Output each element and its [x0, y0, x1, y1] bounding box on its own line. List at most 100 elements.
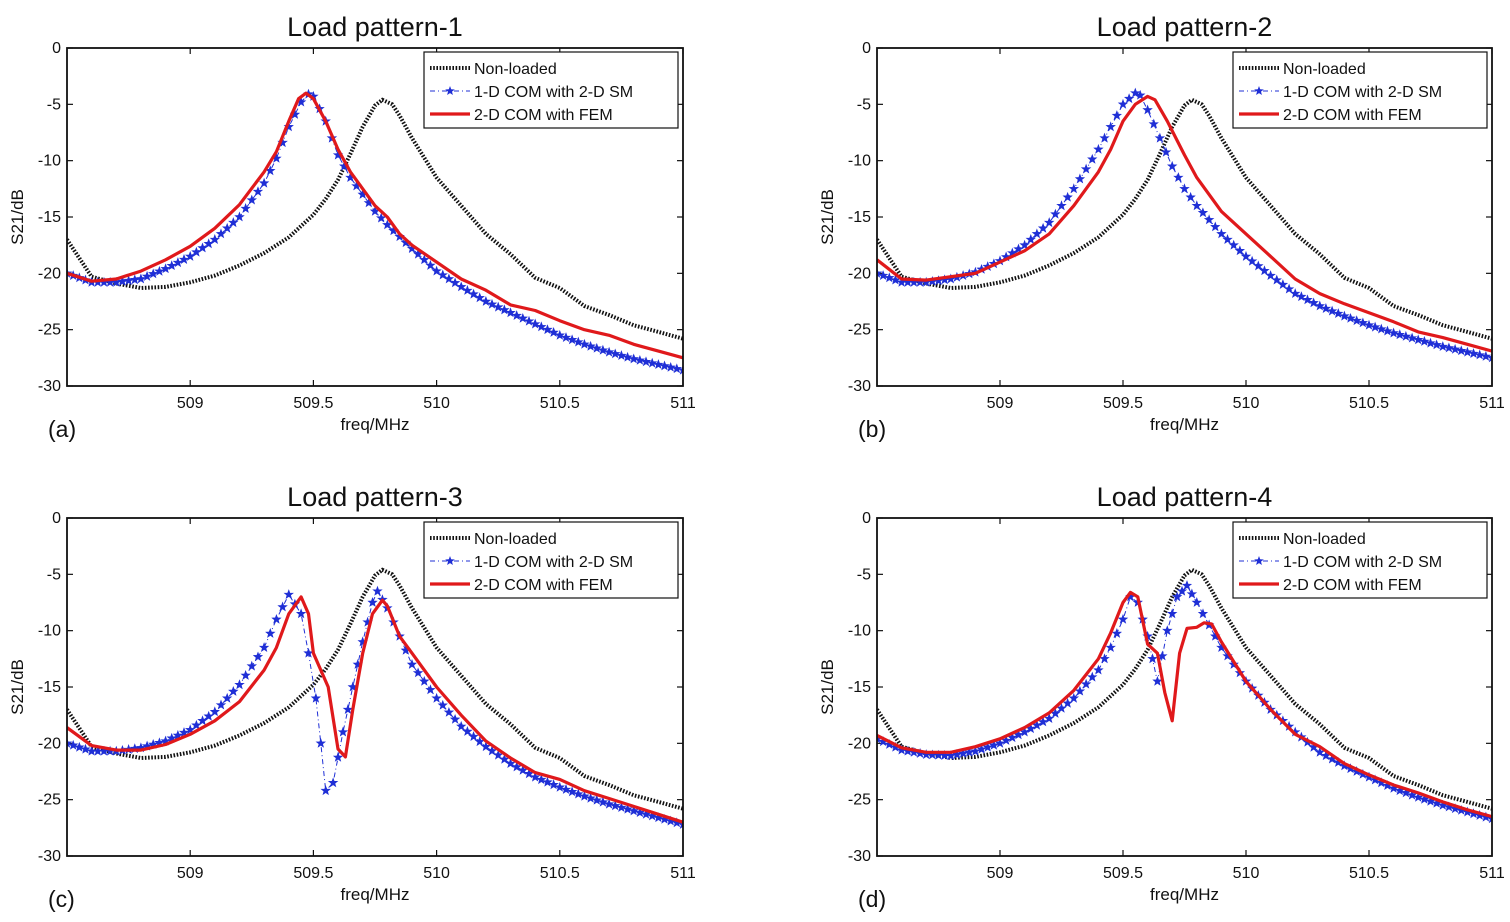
series-point-1d-com-sm — [677, 819, 683, 829]
series-point-1d-com-sm — [1412, 791, 1424, 802]
series-point-1d-com-sm — [628, 805, 639, 816]
series-point-1d-com-sm — [1388, 327, 1399, 338]
legend: Non-loaded 1-D COM with 2-D SM 2-D COM wit… — [1232, 51, 1488, 129]
series-point-1d-com-sm — [419, 675, 430, 686]
x-axis-label: freq/MHz — [341, 415, 410, 434]
series-point-1d-com-sm — [1283, 283, 1295, 294]
series-point-1d-com-sm — [191, 719, 202, 730]
legend-star-marker — [1254, 556, 1264, 565]
legend-entry: Non-loaded — [1283, 531, 1366, 548]
series-point-1d-com-sm — [431, 265, 442, 276]
series-point-1d-com-sm — [970, 745, 981, 756]
series-point-1d-com-sm — [1351, 315, 1362, 326]
series-point-1d-com-sm — [511, 761, 522, 772]
series-point-1d-com-sm — [566, 786, 578, 797]
series-point-1d-com-sm — [1105, 121, 1116, 132]
x-tick-label: 511 — [1479, 395, 1505, 412]
series-line-1d-com-sm — [67, 93, 683, 371]
series-point-1d-com-sm — [1074, 685, 1086, 696]
series-point-1d-com-sm — [1037, 222, 1049, 233]
series-point-1d-com-sm — [141, 270, 153, 281]
series-point-1d-com-sm — [342, 704, 354, 714]
x-axis-label: freq/MHz — [341, 885, 410, 904]
chart-title: Load pattern-3 — [287, 482, 463, 512]
series-point-1d-com-sm — [1154, 132, 1166, 143]
panel-label: (c) — [48, 886, 75, 912]
series-point-1d-com-sm — [622, 803, 633, 814]
series-point-1d-com-sm — [367, 597, 378, 607]
series-point-1d-com-sm — [616, 802, 627, 813]
series-point-1d-com-sm — [1130, 87, 1141, 98]
series-point-1d-com-sm — [1050, 208, 1061, 219]
y-tick-label: -30 — [848, 848, 871, 865]
series-point-1d-com-sm — [1142, 104, 1153, 115]
axes-frame — [66, 517, 684, 857]
series-point-1d-com-sm — [240, 670, 251, 680]
series-point-1d-com-sm — [327, 777, 339, 788]
x-tick-label: 509 — [177, 395, 204, 412]
y-tick-label: -25 — [848, 792, 871, 809]
series-point-1d-com-sm — [295, 608, 307, 619]
series-point-1d-com-sm — [1074, 173, 1086, 184]
y-axis-label: S21/dB — [8, 189, 27, 245]
series-line-non-loaded — [877, 97, 1492, 341]
series-point-1d-com-sm — [166, 260, 177, 271]
series-point-1d-com-sm — [184, 724, 196, 735]
chart-panel-3: Load pattern-3 0 -5 -10 -15 -20 -25 -30 509 509.5… — [8, 482, 696, 912]
x-tick-label: 509.5 — [293, 865, 333, 882]
chart-title: Load pattern-4 — [1097, 482, 1273, 512]
series-point-1d-com-sm — [462, 726, 473, 736]
panel-label: (b) — [858, 416, 886, 442]
series-point-1d-com-sm — [1462, 346, 1473, 357]
y-tick-label: -5 — [47, 566, 61, 583]
series-point-1d-com-sm — [1056, 200, 1067, 211]
series-point-1d-com-sm — [1406, 789, 1418, 800]
series-point-1d-com-sm — [591, 794, 602, 805]
series-point-1d-com-sm — [529, 771, 541, 782]
series-line-1d-com-sm — [877, 92, 1492, 359]
series-point-1d-com-sm — [976, 743, 987, 754]
series-point-1d-com-sm — [1437, 341, 1449, 352]
series-point-1d-com-sm — [1394, 329, 1405, 340]
series-point-1d-com-sm — [419, 254, 430, 265]
y-axis-label: S21/dB — [818, 659, 837, 715]
series-point-1d-com-sm — [1456, 345, 1467, 356]
series-point-1d-com-sm — [1099, 132, 1110, 143]
series-point-1d-com-sm — [554, 781, 566, 792]
series-point-1d-com-sm — [443, 273, 455, 284]
series-point-1d-com-sm — [560, 784, 572, 794]
series-point-1d-com-sm — [994, 737, 1006, 748]
legend-entry: Non-loaded — [474, 531, 557, 548]
series-point-1d-com-sm — [372, 585, 383, 596]
legend-entry: 1-D COM with 2-D SM — [474, 554, 633, 571]
series-point-1d-com-sm — [1124, 93, 1135, 104]
series-point-1d-com-sm — [203, 238, 214, 249]
series-point-1d-com-sm — [1043, 217, 1055, 228]
series-point-1d-com-sm — [437, 699, 448, 710]
series-point-1d-com-sm — [1186, 588, 1198, 599]
series-point-1d-com-sm — [982, 741, 993, 752]
series-point-1d-com-sm — [523, 315, 535, 326]
series-point-1d-com-sm — [1468, 348, 1479, 359]
plot-area — [877, 567, 1492, 824]
series-point-1d-com-sm — [1031, 228, 1043, 239]
series-point-1d-com-sm — [1480, 350, 1492, 361]
series-point-1d-com-sm — [240, 203, 251, 213]
legend-entry: 2-D COM with FEM — [474, 107, 613, 124]
series-point-1d-com-sm — [456, 720, 467, 731]
series-point-1d-com-sm — [536, 321, 547, 332]
y-tick-label: -20 — [848, 735, 871, 752]
y-tick-label: -5 — [857, 566, 871, 583]
legend-star-marker — [1254, 86, 1264, 95]
y-tick-label: 0 — [862, 510, 871, 527]
y-tick-label: -20 — [848, 265, 871, 282]
series-line-1d-com-sm — [877, 584, 1492, 820]
y-axis-label: S21/dB — [818, 189, 837, 245]
y-tick-label: -10 — [848, 623, 871, 640]
x-tick-label: 510 — [1233, 865, 1260, 882]
y-tick-label: -5 — [857, 96, 871, 113]
series-point-1d-com-sm — [209, 706, 220, 717]
y-tick-label: -10 — [38, 623, 61, 640]
series-point-1d-com-sm — [579, 790, 590, 801]
series-point-1d-com-sm — [166, 732, 177, 743]
